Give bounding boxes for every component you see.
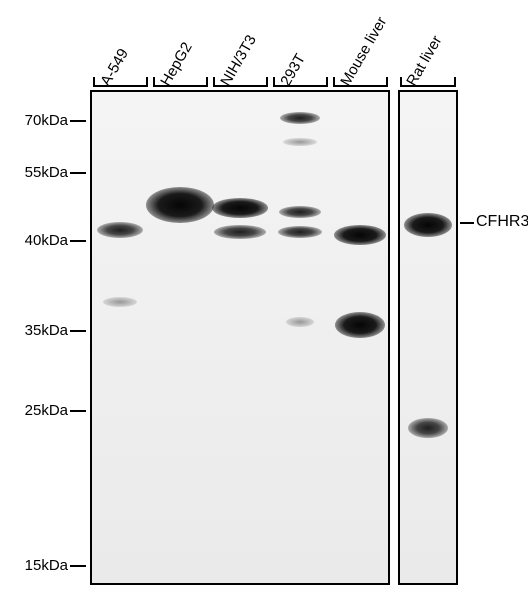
marker-35-tick — [70, 330, 86, 332]
marker-40: 40kDa — [8, 232, 68, 249]
protein-tick — [460, 222, 474, 224]
lane-tick-3b — [326, 77, 328, 87]
lane-tick-4a — [333, 77, 335, 87]
marker-55-tick — [70, 172, 86, 174]
marker-40-tick — [70, 240, 86, 242]
band — [334, 225, 386, 245]
marker-35: 35kDa — [8, 322, 68, 339]
marker-70: 70kDa — [8, 112, 68, 129]
lane-tick-0a — [93, 77, 95, 87]
lane-label-a549: A-549 — [97, 46, 132, 89]
marker-15: 15kDa — [8, 557, 68, 574]
lane-tick-2a — [213, 77, 215, 87]
lane-bar-0 — [93, 85, 148, 87]
marker-70-tick — [70, 120, 86, 122]
protein-label-cfhr3: CFHR3 — [476, 213, 528, 231]
lane-tick-5b — [454, 77, 456, 87]
band — [279, 206, 321, 218]
lane-label-293t: 293T — [277, 51, 309, 89]
band — [97, 222, 143, 238]
band — [404, 213, 452, 237]
blot-figure: 70kDa 55kDa 40kDa 35kDa 25kDa 15kDa A-54… — [0, 0, 528, 608]
marker-15-tick — [70, 565, 86, 567]
lane-tick-4b — [386, 77, 388, 87]
band — [146, 187, 214, 223]
lane-tick-3a — [273, 77, 275, 87]
lane-bar-2 — [213, 85, 268, 87]
lane-bar-1 — [153, 85, 208, 87]
band — [214, 225, 266, 239]
band — [408, 418, 448, 438]
band — [286, 317, 314, 327]
lane-bar-4 — [333, 85, 388, 87]
marker-25-tick — [70, 410, 86, 412]
band — [335, 312, 385, 338]
lane-tick-1b — [206, 77, 208, 87]
lane-bar-3 — [273, 85, 328, 87]
lane-tick-1a — [153, 77, 155, 87]
lane-tick-5a — [400, 77, 402, 87]
band — [278, 226, 322, 238]
lane-tick-2b — [266, 77, 268, 87]
lane-label-ratliver: Rat liver — [403, 33, 445, 89]
band — [283, 138, 317, 146]
lane-tick-0b — [146, 77, 148, 87]
lane-label-mouseliver: Mouse liver — [337, 14, 390, 89]
blot-panel-main — [90, 90, 390, 585]
marker-55: 55kDa — [8, 164, 68, 181]
marker-25: 25kDa — [8, 402, 68, 419]
lane-label-nih3t3: NIH/3T3 — [217, 32, 260, 89]
band — [103, 297, 137, 307]
blot-panel-strip — [398, 90, 458, 585]
band — [212, 198, 268, 218]
lane-bar-5 — [400, 85, 456, 87]
band — [280, 112, 320, 124]
lane-label-hepg2: HepG2 — [157, 39, 195, 89]
